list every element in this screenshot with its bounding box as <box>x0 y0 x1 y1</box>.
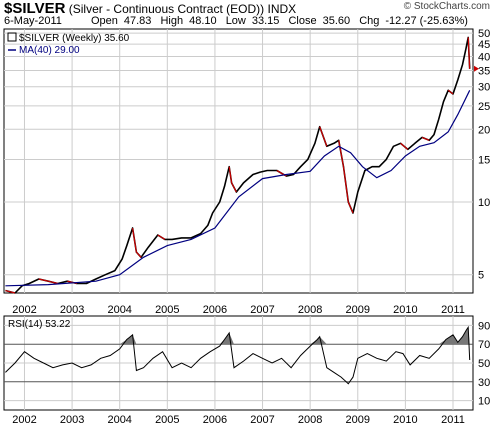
price-y-tick-label: 30 <box>478 82 490 94</box>
rsi-x-tick-label: 2003 <box>60 414 84 426</box>
price-y-tick-label: 50 <box>478 28 490 40</box>
price-down-segment <box>447 89 454 95</box>
price-down-segment <box>228 166 233 183</box>
high-label: High <box>160 15 184 27</box>
price-plot <box>5 36 479 294</box>
price-x-tick-label: 2002 <box>12 304 36 316</box>
rsi-x-axis: 2002 2003 2004 2005 2006 2007 2008 2009 2010 2011 <box>12 414 465 426</box>
price-down-segment <box>347 201 354 214</box>
ma-legend-label: MA(40) 29.00 <box>19 45 80 56</box>
open-label: Open <box>90 15 118 27</box>
rsi-y-tick-label: 90 <box>478 320 490 332</box>
rsi-grid <box>4 316 473 410</box>
price-down-segment <box>421 136 430 141</box>
symbol: $SILVER <box>4 0 66 17</box>
rsi-y-tick-label: 30 <box>478 377 490 389</box>
price-down-segment <box>467 37 471 69</box>
price-down-segment <box>131 227 137 253</box>
rsi-x-tick-label: 2010 <box>393 414 417 426</box>
price-legend-label: $SILVER (Weekly) 35.60 <box>19 33 130 44</box>
price-y-tick-label: 40 <box>478 52 490 64</box>
price-down-segment <box>231 182 237 193</box>
price-legend-swatch <box>7 32 17 42</box>
price-x-tick-label: 2004 <box>107 304 131 316</box>
rsi-plot <box>5 325 471 385</box>
price-panel <box>3 28 474 294</box>
open-value: 47.83 <box>123 15 152 27</box>
price-y-tick-label: 15 <box>478 154 490 166</box>
high-value: 48.10 <box>189 15 217 27</box>
rsi-x-tick-label: 2004 <box>107 414 131 426</box>
rsi-y-tick-label: 70 <box>478 339 490 351</box>
brand-logo[interactable]: © StockCharts.com <box>403 1 490 12</box>
price-x-tick-label: 2006 <box>203 304 227 316</box>
rsi-y-tick-label: 50 <box>478 358 490 370</box>
price-down-segment <box>157 234 166 240</box>
price-x-tick-label: 2009 <box>346 304 370 316</box>
price-y-tick-label: 25 <box>478 101 490 113</box>
rsi-x-tick-label: 2008 <box>298 414 322 426</box>
rsi-x-tick-label: 2006 <box>203 414 227 426</box>
price-x-tick-label: 2003 <box>60 304 84 316</box>
price-x-tick-label: 2010 <box>393 304 417 316</box>
quote-date: 6-May-2011 <box>4 15 62 27</box>
price-down-segment <box>319 126 328 147</box>
chart-title: $SILVER (Silver - Continuous Contract (E… <box>4 0 296 17</box>
exchange: INDX <box>267 2 297 16</box>
rsi-y-axis: 10 30 50 70 90 <box>478 320 490 407</box>
rsi-x-tick-label: 2007 <box>250 414 274 426</box>
price-down-segment <box>135 251 142 258</box>
last-price-marker <box>474 65 479 72</box>
ma-series-line <box>5 90 471 287</box>
rsi-x-tick-label: 2009 <box>346 414 370 426</box>
price-down-segment <box>400 142 409 150</box>
price-x-tick-label: 2005 <box>155 304 179 316</box>
low-value: 33.15 <box>251 15 280 27</box>
quote-bar: 6-May-2011 Open 47.83 High 48.10 Low 33.15 … <box>4 15 492 27</box>
rsi-x-tick-label: 2005 <box>155 414 179 426</box>
rsi-legend-label: RSI(14) 53.22 <box>8 319 71 330</box>
rsi-x-tick-label: 2002 <box>12 414 36 426</box>
price-legend: $SILVER (Weekly) 35.60 MA(40) 29.00 <box>7 32 130 56</box>
price-y-tick-label: 10 <box>478 197 490 209</box>
price-series-line <box>5 36 471 294</box>
price-y-tick-label: 20 <box>478 124 490 136</box>
low-label: Low <box>225 15 246 27</box>
rsi-series-line <box>5 325 471 385</box>
symbol-description: (Silver - Continuous Contract (EOD)) <box>68 2 265 16</box>
price-y-tick-label: 35 <box>478 66 490 78</box>
price-down-segment <box>342 166 349 203</box>
rsi-y-tick-label: 10 <box>478 396 490 408</box>
price-down-segment <box>338 140 345 167</box>
price-down-segment <box>5 289 16 294</box>
close-label: Close <box>288 15 317 27</box>
price-down-segment <box>48 280 58 285</box>
price-y-tick-label: 45 <box>478 39 490 51</box>
price-grid <box>4 29 473 293</box>
rsi-x-tick-label: 2011 <box>441 414 465 426</box>
close-value: 35.60 <box>322 15 351 27</box>
chg-label: Chg <box>359 15 380 27</box>
price-y-tick-label: 5 <box>478 270 484 282</box>
price-x-tick-label: 2011 <box>441 304 465 316</box>
price-x-axis: 2002 2003 2004 2005 2006 2007 2008 2009 2010 2011 <box>12 304 465 316</box>
price-x-tick-label: 2007 <box>250 304 274 316</box>
price-x-tick-label: 2008 <box>298 304 322 316</box>
chg-value: -12.27 (-25.63%) <box>385 15 468 27</box>
price-down-segment <box>38 278 49 282</box>
